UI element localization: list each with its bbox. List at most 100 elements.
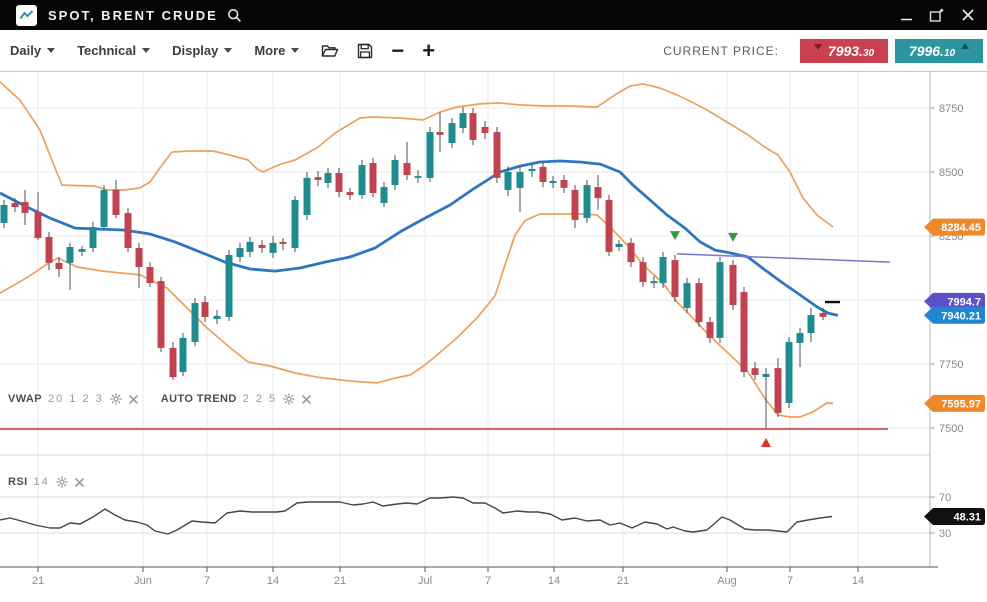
- zoom-in-button[interactable]: +: [422, 37, 436, 63]
- candle-down: [11, 202, 19, 208]
- auto-trend-settings-gear-icon[interactable]: [283, 393, 295, 405]
- overlay-indicator-legend: VWAP 20 1 2 3 AUTO TREND 2 2 5: [8, 393, 312, 405]
- candle-up: [716, 262, 724, 338]
- rsi-indicator-legend: RSI 14: [8, 476, 85, 488]
- vwap-remove-icon[interactable]: [128, 394, 139, 405]
- rsi-line: [0, 496, 833, 535]
- candle-down: [481, 126, 489, 134]
- candle-down: [493, 132, 501, 178]
- candle-up: [549, 180, 557, 184]
- search-icon[interactable]: [227, 8, 242, 23]
- candle-up: [380, 187, 388, 203]
- sell-signal-triangle-icon: [728, 232, 738, 242]
- menu-technical[interactable]: Technical: [77, 43, 151, 58]
- candle-down: [403, 163, 411, 176]
- candle-up: [504, 172, 512, 190]
- auto-trend-line: [676, 253, 891, 263]
- price-tag-shape: [924, 394, 985, 412]
- price-tag-value: 7994.7: [947, 296, 981, 308]
- candle-down: [751, 368, 759, 376]
- candle-down: [346, 191, 354, 196]
- chevron-down-icon: [47, 48, 56, 53]
- price-axis-label: 8500: [939, 167, 963, 179]
- bollinger-lower-band: [0, 213, 834, 418]
- candle-up: [246, 241, 254, 252]
- menu-display-label: Display: [172, 43, 219, 58]
- toolbar: Daily Technical Display More − + CURRENT…: [0, 30, 987, 72]
- price-tag-shape: [924, 292, 985, 310]
- menu-more-label: More: [254, 43, 286, 58]
- candle-down: [335, 173, 343, 192]
- rsi-tag-shape: [924, 508, 985, 526]
- candle-up: [762, 373, 770, 378]
- menu-display[interactable]: Display: [172, 43, 233, 58]
- candle-down: [314, 177, 322, 180]
- time-axis-label: 7: [787, 575, 793, 587]
- auto-trend-params: 2 2 5: [242, 393, 278, 405]
- candle-down: [112, 189, 120, 216]
- candle-down: [671, 260, 679, 297]
- chart-area[interactable]: 875085008250800077507500703021Jun71421Ju…: [0, 72, 987, 597]
- rsi-settings-gear-icon[interactable]: [56, 476, 68, 488]
- candle-up: [528, 168, 536, 171]
- candle-up: [191, 303, 199, 342]
- candle-down: [729, 264, 737, 306]
- price-tag-value: 7940.21: [941, 310, 981, 322]
- popout-button[interactable]: [929, 8, 945, 23]
- candle-down: [594, 187, 602, 199]
- bollinger-upper-band: [0, 81, 834, 228]
- candle-down: [695, 283, 703, 323]
- candle-down: [124, 212, 132, 249]
- price-chart-svg[interactable]: 875085008250800077507500703021Jun71421Ju…: [0, 72, 987, 597]
- time-axis-label: 21: [334, 575, 346, 587]
- price-axis-label: 7750: [939, 359, 963, 371]
- candle-down: [201, 302, 209, 317]
- candle-up: [659, 256, 667, 284]
- candle-up: [414, 176, 422, 178]
- price-axis-label: 8750: [939, 103, 963, 115]
- price-axis-label: 7500: [939, 423, 963, 435]
- bid-price-badge: 7993.30: [800, 38, 888, 63]
- titlebar: SPOT, BRENT CRUDE: [0, 0, 987, 30]
- price-tag-shape: [924, 306, 985, 324]
- candle-up: [448, 123, 456, 144]
- auto-trend-remove-icon[interactable]: [301, 394, 312, 405]
- candle-up: [391, 159, 399, 186]
- save-icon[interactable]: [357, 43, 373, 59]
- candle-down: [34, 211, 42, 239]
- candle-up: [303, 177, 311, 216]
- candle-up: [78, 249, 86, 252]
- candle-up: [785, 341, 793, 403]
- candle-up: [358, 165, 366, 196]
- candle-down: [55, 262, 63, 270]
- candle-up: [807, 315, 815, 334]
- buy-signal-triangle-icon: [761, 437, 771, 447]
- time-axis-label: Jul: [418, 575, 432, 587]
- menu-daily-label: Daily: [10, 43, 42, 58]
- time-axis-label: 21: [617, 575, 629, 587]
- candle-down: [157, 281, 165, 348]
- candle-down: [169, 347, 177, 378]
- close-icon[interactable]: [961, 8, 975, 22]
- rsi-remove-icon[interactable]: [74, 477, 85, 488]
- candle-up: [100, 189, 108, 228]
- rsi-axis-label: 30: [939, 528, 951, 540]
- menu-more[interactable]: More: [254, 43, 300, 58]
- candle-up: [291, 199, 299, 249]
- time-axis-label: 7: [204, 575, 210, 587]
- candle-up: [225, 254, 233, 317]
- candle-down: [819, 313, 827, 317]
- candle-down: [21, 201, 29, 213]
- candle-up: [426, 132, 434, 178]
- zoom-out-button[interactable]: −: [391, 37, 405, 63]
- time-axis-label: 21: [32, 575, 44, 587]
- vwap-settings-gear-icon[interactable]: [110, 393, 122, 405]
- candle-down: [774, 368, 782, 413]
- menu-daily[interactable]: Daily: [10, 43, 56, 58]
- open-folder-icon[interactable]: [321, 43, 339, 58]
- candle-down: [571, 189, 579, 220]
- minimize-button[interactable]: [900, 9, 913, 22]
- candle-up: [615, 243, 623, 248]
- candle-up: [583, 185, 591, 219]
- time-axis-label: 14: [852, 575, 864, 587]
